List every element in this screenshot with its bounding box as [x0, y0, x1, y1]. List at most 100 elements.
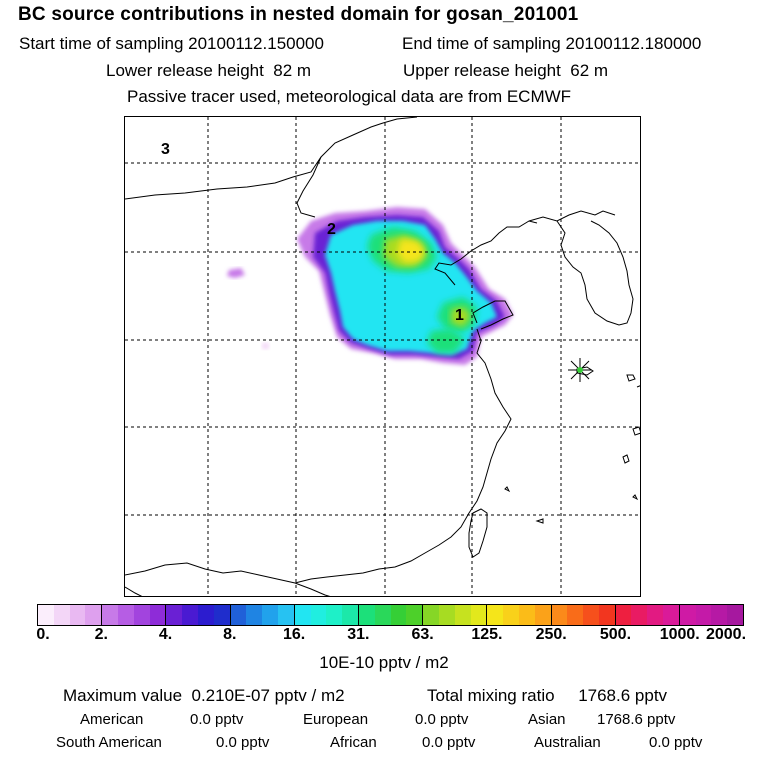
colorbar-bin — [358, 605, 424, 625]
colorbar-swatch — [406, 605, 423, 625]
end-time-label: End time of sampling — [402, 34, 561, 53]
colorbar-swatch — [711, 605, 728, 625]
receptor-star-icon — [568, 358, 592, 382]
colorbar-swatch — [518, 605, 535, 625]
colorbar-tick-label: 0. — [36, 626, 50, 643]
region-value: 0.0 pptv — [422, 734, 476, 751]
colorbar-swatch — [277, 605, 294, 625]
colorbar-tick-label: 250. — [535, 626, 567, 643]
region-label-1: 1 — [455, 307, 464, 324]
colorbar-swatch — [38, 605, 54, 625]
colorbar-swatch — [503, 605, 519, 625]
colorbar-tick-label: 16. — [282, 626, 306, 643]
colorbar-swatch — [390, 605, 407, 625]
total-mixing-line: Total mixing ratio 1768.6 pptv — [427, 686, 667, 706]
colorbar-swatch — [53, 605, 70, 625]
colorbar-tick-label: 2. — [94, 626, 108, 643]
region-value: 0.0 pptv — [190, 711, 244, 728]
colorbar-tick-label: 31. — [347, 626, 370, 643]
colorbar-swatch — [551, 605, 568, 625]
region-label-3: 3 — [161, 141, 170, 158]
start-time-line: Start time of sampling 20100112.150000 — [19, 34, 324, 54]
tracer-note: Passive tracer used, meteorological data… — [127, 87, 572, 106]
colorbar-tick-label: 125. — [471, 626, 503, 643]
colorbar-swatch — [647, 605, 664, 625]
end-time-value: 20100112.180000 — [565, 34, 702, 53]
colorbar-tick-label: 500. — [599, 626, 632, 643]
colorbar-swatch — [197, 605, 214, 625]
colorbar-bin — [230, 605, 295, 625]
max-value-label: Maximum value — [63, 686, 183, 705]
colorbar-swatch — [102, 605, 118, 625]
region-name: African — [330, 734, 377, 751]
colorbar-tick-label: 1000. — [659, 626, 700, 643]
colorbar-swatch — [663, 605, 679, 625]
colorbar-bin — [294, 605, 359, 625]
lower-height-line: Lower release height 82 m — [106, 61, 311, 81]
region-name: Asian — [528, 711, 566, 728]
colorbar-swatch — [326, 605, 343, 625]
colorbar-tick-label: 63. — [411, 626, 434, 643]
colorbar-swatch — [294, 605, 311, 625]
region-name: American — [80, 711, 144, 728]
colorbar-swatch — [470, 605, 487, 625]
colorbar-tick-label: 4. — [158, 626, 173, 643]
colorbar-tick-label: 2000. — [705, 626, 747, 643]
coastlines — [125, 117, 640, 596]
region-value: 0.0 pptv — [216, 734, 270, 751]
map-svg — [125, 117, 640, 596]
lat-lon-grid — [125, 117, 640, 596]
colorbar-swatch — [631, 605, 648, 625]
max-value: 0.210E-07 pptv / m2 — [191, 686, 345, 705]
colorbar-bin — [615, 605, 680, 625]
colorbar-bin — [423, 605, 488, 625]
max-value-line: Maximum value 0.210E-07 pptv / m2 — [63, 686, 345, 706]
region-name: Australian — [534, 734, 601, 751]
colorbar-swatch — [454, 605, 471, 625]
colorbar-bin — [38, 605, 103, 625]
upper-height-line: Upper release height 62 m — [403, 61, 608, 81]
region-label-2: 2 — [327, 221, 336, 238]
colorbar-swatch — [598, 605, 615, 625]
colorbar-swatch — [567, 605, 584, 625]
colorbar-bin — [166, 605, 231, 625]
upper-height-value: 62 m — [570, 61, 609, 80]
colorbar-swatch — [85, 605, 102, 625]
start-time-value: 20100112.150000 — [188, 34, 324, 53]
colorbar-unit: 10E-10 pptv / m2 — [319, 653, 449, 672]
colorbar-swatch — [246, 605, 263, 625]
upper-height-label: Upper release height — [403, 61, 561, 80]
colorbar-swatch — [182, 605, 198, 625]
colorbar-swatch — [358, 605, 375, 625]
colorbar-bin — [679, 605, 744, 625]
colorbar-swatch — [727, 605, 744, 625]
colorbar-swatch — [133, 605, 150, 625]
region-value: 1768.6 pptv — [597, 711, 676, 728]
end-time-line: End time of sampling 20100112.180000 — [402, 34, 701, 54]
colorbar-swatch — [230, 605, 247, 625]
colorbar-bin — [551, 605, 616, 625]
region-value: 0.0 pptv — [649, 734, 703, 751]
colorbar-swatch — [534, 605, 551, 625]
start-time-label: Start time of sampling — [19, 34, 184, 53]
colorbar-swatch — [583, 605, 599, 625]
lower-height-label: Lower release height — [106, 61, 264, 80]
chart-title: BC source contributions in nested domain… — [18, 4, 579, 25]
colorbar-swatch — [374, 605, 391, 625]
colorbar-bin — [487, 605, 552, 625]
colorbar-swatch — [117, 605, 134, 625]
colorbar-swatch — [679, 605, 696, 625]
colorbar-tick-label: 8. — [223, 626, 237, 643]
colorbar-swatch — [262, 605, 278, 625]
total-mixing-label: Total mixing ratio — [427, 686, 555, 705]
concentration-plume — [227, 207, 513, 365]
map-panel: 3 2 1 — [124, 116, 641, 597]
colorbar — [37, 604, 744, 626]
colorbar-swatch — [149, 605, 166, 625]
colorbar-swatch — [310, 605, 327, 625]
colorbar-swatch — [69, 605, 86, 625]
region-name: South American — [56, 734, 162, 751]
total-mixing-value: 1768.6 pptv — [578, 686, 668, 705]
colorbar-swatch — [213, 605, 230, 625]
lower-height-value: 82 m — [273, 61, 312, 80]
